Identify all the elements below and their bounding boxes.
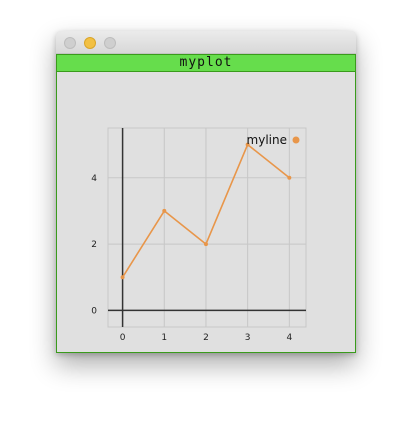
legend-label: myline [247, 133, 287, 147]
plot-title: myplot [57, 55, 355, 72]
close-button[interactable] [64, 37, 76, 49]
x-tick-label: 1 [161, 333, 167, 343]
legend-marker [292, 136, 300, 144]
plot-area [107, 127, 307, 328]
window-titlebar[interactable] [56, 31, 356, 54]
plot-window: myplot 0 1 2 3 4 0 2 4 myline [56, 31, 356, 353]
minimize-button[interactable] [84, 37, 96, 49]
x-tick-label: 4 [286, 333, 292, 343]
data-point [162, 208, 167, 213]
plot-frame: myplot 0 1 2 3 4 0 2 4 myline [56, 54, 356, 353]
x-tick-label: 0 [120, 333, 126, 343]
y-tick-label: 2 [91, 240, 97, 250]
data-point [245, 142, 250, 147]
y-tick-label: 0 [91, 306, 97, 316]
maximize-button[interactable] [104, 37, 116, 49]
line-chart: 0 1 2 3 4 0 2 4 myline [91, 127, 307, 343]
y-tick-label: 4 [91, 174, 97, 184]
x-tick-label: 2 [203, 333, 209, 343]
data-point [120, 275, 125, 280]
data-point [203, 242, 208, 247]
data-point [287, 175, 292, 180]
x-tick-label: 3 [245, 333, 251, 343]
